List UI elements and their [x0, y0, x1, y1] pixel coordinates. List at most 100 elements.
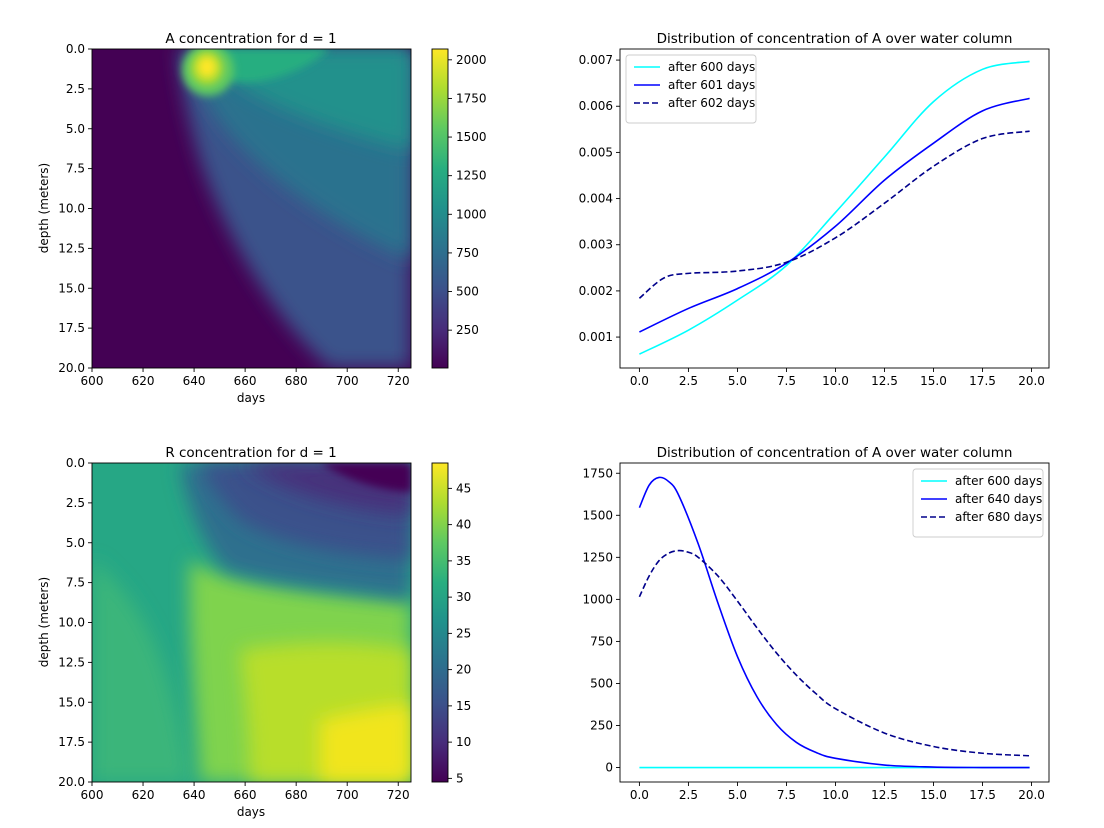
line-b-ytick-label: 1500: [582, 508, 613, 522]
line-a-x-axis: 0.0 2.5 5.0 7.5 10.0 12.5 15.0 17.5 20.0: [630, 368, 1045, 388]
line-a-series-line-2: [638, 130, 1030, 299]
heatmap-r-cbtick-label: 25: [456, 626, 471, 640]
line-b-xtick-label: 5.0: [728, 788, 747, 802]
heatmap-r-ytick-label: 5.0: [66, 536, 85, 550]
line-a-title: Distribution of concentration of A over …: [657, 31, 1013, 47]
heatmap-r-xtick-label: 700: [336, 788, 359, 802]
heatmap-a-x-axis: 600 620 640 660 680 700 720: [81, 368, 410, 388]
heatmap-r-ytick-label: 15.0: [58, 695, 85, 709]
heatmap-r-ytick-label: 12.5: [58, 655, 85, 669]
heatmap-a-y-axis: 0.0 2.5 5.0 7.5 10.0 12.5 15.0 17.5 20.0: [58, 42, 92, 375]
line-b-xtick-label: 7.5: [777, 788, 796, 802]
heatmap-a-xtick-label: 660: [234, 374, 257, 388]
heatmap-a-ytick-label: 20.0: [58, 361, 85, 375]
line-a-legend-label-1: after 601 days: [668, 78, 755, 92]
line-a-ytick-label: 0.003: [579, 238, 613, 252]
heatmap-a-ytick-label: 10.0: [58, 202, 85, 216]
line-b-series: [638, 476, 1030, 769]
line-b-xtick-label: 2.5: [679, 788, 698, 802]
heatmap-r-ytick-label: 2.5: [66, 496, 85, 510]
line-b-legend-label-2: after 680 days: [955, 510, 1042, 524]
line-a-xtick-label: 10.0: [822, 374, 849, 388]
heatmap-a-xtick-label: 700: [336, 374, 359, 388]
heatmap-r-title: R concentration for d = 1: [165, 445, 336, 461]
line-b-ytick-label: 1750: [582, 466, 613, 480]
line-b-panel: Distribution of concentration of A over …: [582, 445, 1050, 802]
heatmap-a-title: A concentration for d = 1: [165, 31, 336, 47]
heatmap-r-panel: R concentration for d = 1 600 620 640 660 68…: [37, 445, 471, 819]
heatmap-r-xtick-label: 600: [81, 788, 104, 802]
heatmap-a-ytick-label: 5.0: [66, 122, 85, 136]
heatmap-a-cbtick-label: 1750: [456, 91, 487, 105]
line-a-xtick-label: 15.0: [920, 374, 947, 388]
line-a-series: [638, 60, 1030, 355]
line-a-ytick-label: 0.002: [579, 284, 613, 298]
heatmap-a-cbtick-label: 500: [456, 285, 479, 299]
line-b-xtick-label: 10.0: [822, 788, 849, 802]
line-b-y-axis: 0 250 500 750 1000 1250 1500 1750: [582, 466, 620, 775]
line-b-ytick-label: 0: [605, 761, 613, 775]
heatmap-a-cbtick-label: 1000: [456, 207, 487, 221]
line-a-legend: after 600 days after 601 days after 602 da…: [625, 54, 757, 124]
heatmap-r-ytick-label: 20.0: [58, 775, 85, 789]
line-b-legend-label-1: after 640 days: [955, 492, 1042, 506]
line-b-xtick-label: 12.5: [871, 788, 898, 802]
heatmap-r-cbtick-label: 5: [456, 771, 464, 785]
heatmap-a-colorbar: 250 500 750 1000 1250 1500 1750 2000: [431, 48, 487, 369]
heatmap-a-ytick-label: 2.5: [66, 82, 85, 96]
heatmap-r-xtick-label: 720: [387, 788, 410, 802]
heatmap-r-colorbar: 5 10 15 20 25 30 35 40 45: [431, 462, 471, 785]
heatmap-r-cbtick-label: 30: [456, 590, 471, 604]
heatmap-r-cbtick-label: 15: [456, 699, 471, 713]
heatmap-r-cbtick-label: 45: [456, 481, 471, 495]
heatmap-r-xtick-label: 640: [183, 788, 206, 802]
line-b-xtick-label: 15.0: [920, 788, 947, 802]
line-a-xtick-label: 2.5: [679, 374, 698, 388]
line-b-x-axis: 0.0 2.5 5.0 7.5 10.0 12.5 15.0 17.5 20.0: [630, 782, 1045, 802]
heatmap-a-cbtick-label: 2000: [456, 53, 487, 67]
heatmap-a-xtick-label: 600: [81, 374, 104, 388]
line-a-ytick-label: 0.001: [579, 330, 613, 344]
line-a-ytick-label: 0.007: [579, 53, 613, 67]
line-a-xtick-label: 20.0: [1018, 374, 1045, 388]
heatmap-a-xtick-label: 640: [183, 374, 206, 388]
heatmap-r-ytick-label: 10.0: [58, 616, 85, 630]
line-b-legend-box: [912, 468, 1044, 538]
heatmap-a-xtick-label: 680: [285, 374, 308, 388]
heatmap-r-ytick-label: 0.0: [66, 456, 85, 470]
line-b-ytick-label: 750: [590, 634, 613, 648]
line-a-xtick-label: 7.5: [777, 374, 796, 388]
line-a-ytick-label: 0.004: [579, 192, 613, 206]
heatmap-a-cbtick-label: 250: [456, 323, 479, 337]
heatmap-r-xtick-label: 620: [132, 788, 155, 802]
heatmap-a-ytick-label: 0.0: [66, 42, 85, 56]
line-a-xtick-label: 17.5: [969, 374, 996, 388]
line-b-title: Distribution of concentration of A over …: [657, 445, 1013, 461]
line-b-ytick-label: 250: [590, 718, 613, 732]
line-a-series-line-1: [639, 97, 1030, 333]
heatmap-r-xlabel: days: [237, 805, 265, 819]
heatmap-r-image: [92, 463, 411, 782]
heatmap-r-x-axis: 600 620 640 660 680 700 720: [81, 782, 410, 802]
heatmap-a-ylabel: depth (meters): [37, 163, 51, 253]
line-b-xtick-label: 17.5: [969, 788, 996, 802]
heatmap-r-cbtick-label: 40: [456, 518, 471, 532]
line-b-xtick-label: 20.0: [1018, 788, 1045, 802]
line-b-legend: after 600 days after 640 days after 680 da…: [912, 468, 1044, 538]
heatmap-r-cbtick-label: 20: [456, 663, 471, 677]
line-b-ytick-label: 1000: [582, 592, 613, 606]
line-a-y-axis: 0.001 0.002 0.003 0.004 0.005 0.006 0.007: [579, 53, 620, 344]
heatmap-r-xtick-label: 660: [234, 788, 257, 802]
heatmap-r-cbtick-label: 35: [456, 554, 471, 568]
line-a-series-line-0: [639, 60, 1030, 355]
heatmap-a-panel: A concentration for d = 1 600 620 640 660 68…: [37, 31, 487, 405]
heatmap-a-cbtick-label: 750: [456, 246, 479, 260]
line-b-legend-label-0: after 600 days: [955, 474, 1042, 488]
heatmap-r-xtick-label: 680: [285, 788, 308, 802]
heatmap-a-image: [92, 49, 411, 368]
heatmap-a-cbtick-label: 1250: [456, 169, 487, 183]
heatmap-r-ytick-label: 7.5: [66, 576, 85, 590]
heatmap-r-y-axis: 0.0 2.5 5.0 7.5 10.0 12.5 15.0 17.5 20.0: [58, 456, 92, 789]
heatmap-a-ytick-label: 17.5: [58, 321, 85, 335]
